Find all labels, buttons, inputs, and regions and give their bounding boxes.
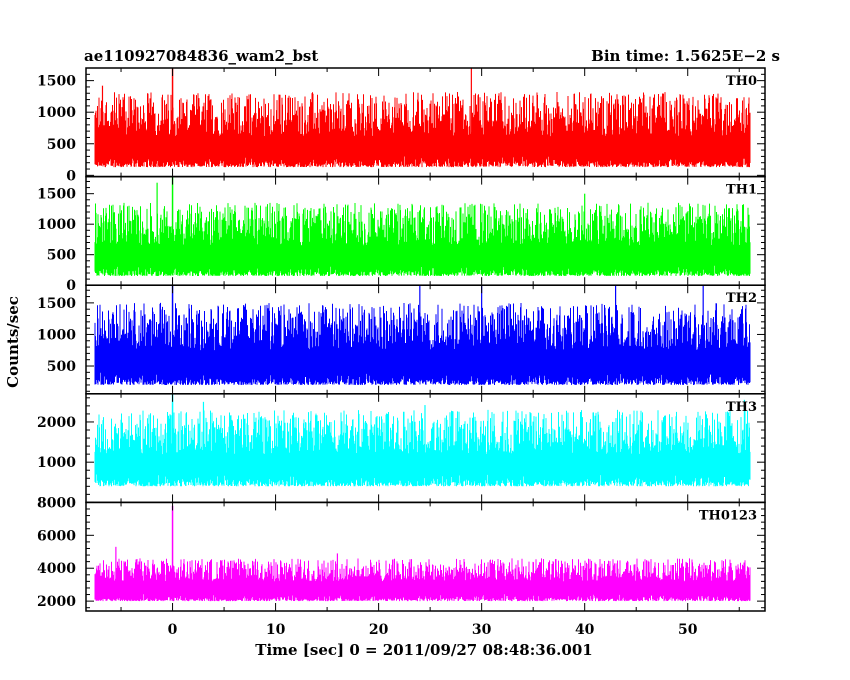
x-tick-label: 30 (472, 622, 492, 638)
y-tick-label: 1000 (37, 217, 76, 233)
y-tick-label: 6000 (37, 528, 76, 544)
panel-th0123: 2000 4000 6000 8000 TH0123 (37, 495, 766, 612)
y-tick-label: 1000 (37, 455, 76, 471)
y-tick-label: 1000 (37, 105, 76, 121)
panel-label-th2: TH2 (726, 291, 757, 306)
panel-label-th0: TH0 (726, 74, 757, 89)
y-tick-label: 8000 (37, 495, 76, 511)
panel-label-th3: TH3 (726, 400, 757, 415)
x-tick-label: 10 (266, 622, 286, 638)
panel-frame-th0123 (85, 501, 766, 612)
y-tick-label: 2000 (37, 415, 76, 431)
panel-th0: 0 500 1000 1500 TH0 (37, 67, 766, 184)
y-tick-label: 0 (66, 168, 76, 184)
x-axis-label: Time [sec] 0 = 2011/09/27 08:48:36.001 (255, 641, 592, 659)
panel-label-th0123: TH0123 (699, 508, 757, 523)
y-tick-label: 1000 (37, 327, 76, 343)
y-axis-label: Counts/sec (4, 296, 22, 388)
x-tick-label: 40 (575, 622, 595, 638)
y-tick-label: 0 (66, 278, 76, 294)
y-tick-label: 500 (47, 359, 76, 375)
y-tick-label: 500 (47, 248, 76, 264)
panel-th1: 0 500 1000 1500 TH1 (37, 175, 766, 294)
y-tick-label: 500 (47, 137, 76, 153)
panel-th3: 1000 2000 TH3 (37, 393, 766, 504)
panel-label-th1: TH1 (726, 183, 757, 198)
x-tick-label: 20 (369, 622, 389, 638)
chart-title-right: Bin time: 1.5625E−2 s (591, 47, 780, 65)
y-tick-label: 4000 (37, 561, 76, 577)
y-tick-label: 2000 (37, 594, 76, 610)
y-tick-label: 1500 (37, 296, 76, 312)
series-th0123 (94, 558, 751, 602)
y-tick-label: 1500 (37, 74, 76, 90)
x-tick-label: 50 (678, 622, 698, 638)
series-th1 (94, 202, 751, 276)
x-tick-label: 0 (168, 622, 178, 638)
series-th2 (94, 302, 751, 385)
series-th3 (94, 409, 751, 487)
panel-th2: 500 1000 1500 TH2 (37, 284, 766, 395)
y-tick-label: 1500 (37, 187, 76, 203)
series-th0 (94, 92, 751, 168)
chart-title-left: ae110927084836_wam2_bst (84, 47, 318, 65)
